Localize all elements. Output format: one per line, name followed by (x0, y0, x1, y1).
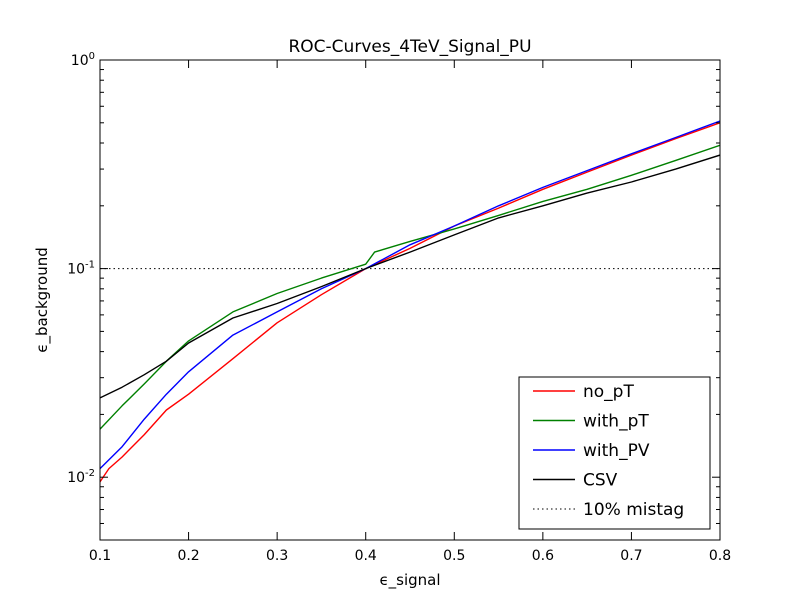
x-tick-label: 0.5 (443, 548, 465, 564)
x-tick-label: 0.4 (355, 548, 377, 564)
series-line-no-pt (100, 122, 720, 483)
x-tick-label: 0.1 (89, 548, 111, 564)
y-axis-label: ϵ_background (33, 247, 52, 352)
x-axis-label: ϵ_signal (379, 571, 440, 590)
legend-box (518, 376, 711, 530)
legend-label: CSV (583, 471, 618, 491)
axis-ticks: 0.1 0.2 0.3 0.4 0.5 0.6 0.7 0.8 10-2 10-1 100 (67, 51, 731, 564)
y-tick-label: 100 (71, 51, 95, 69)
legend-label: with_pT (583, 412, 649, 432)
x-tick-label: 0.3 (266, 548, 288, 564)
x-tick-label: 0.7 (620, 548, 642, 564)
series-line-with-pt (100, 144, 720, 430)
y-tick-label: 10-1 (67, 260, 95, 278)
legend-label: no_pT (583, 382, 634, 402)
chart-title: ROC-Curves_4TeV_Signal_PU (288, 37, 531, 57)
x-tick-label: 0.8 (709, 548, 731, 564)
y-tick-label: 10-2 (67, 468, 95, 486)
legend-label: 10% mistag (583, 500, 684, 520)
legend-label: with_PV (583, 441, 650, 461)
x-tick-label: 0.6 (532, 548, 554, 564)
x-tick-label: 0.2 (177, 548, 199, 564)
legend: no_pT with_pT with_PV CSV 10% mistag (518, 376, 711, 530)
series-lines (100, 120, 720, 483)
plot-frame (99, 59, 721, 541)
series-line-csv (100, 154, 720, 399)
